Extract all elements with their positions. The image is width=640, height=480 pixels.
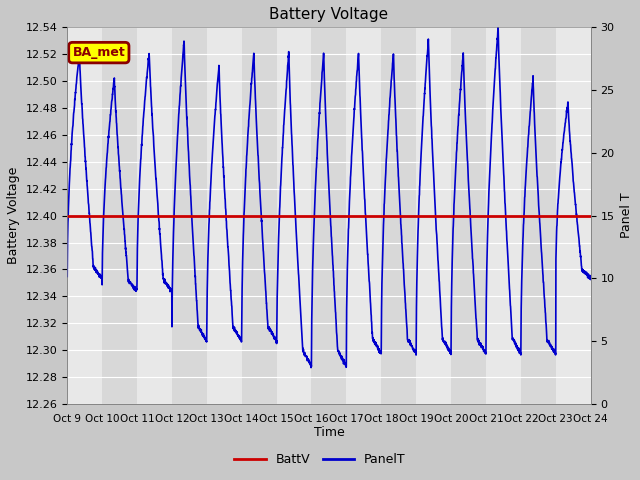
Bar	[102, 27, 137, 404]
Bar	[416, 27, 451, 404]
Bar	[486, 27, 521, 404]
Bar	[172, 27, 207, 404]
Text: BA_met: BA_met	[72, 46, 125, 59]
Bar	[346, 27, 381, 404]
Bar	[451, 27, 486, 404]
Bar	[556, 27, 591, 404]
Bar	[137, 27, 172, 404]
Y-axis label: Battery Voltage: Battery Voltage	[7, 167, 20, 264]
Bar	[276, 27, 312, 404]
X-axis label: Time: Time	[314, 426, 344, 440]
Bar	[521, 27, 556, 404]
Y-axis label: Panel T: Panel T	[620, 193, 633, 239]
Bar	[312, 27, 346, 404]
Bar	[67, 27, 102, 404]
Legend: BattV, PanelT: BattV, PanelT	[229, 448, 411, 471]
Bar	[242, 27, 276, 404]
Title: Battery Voltage: Battery Voltage	[269, 7, 388, 22]
Bar	[207, 27, 242, 404]
Bar	[381, 27, 416, 404]
